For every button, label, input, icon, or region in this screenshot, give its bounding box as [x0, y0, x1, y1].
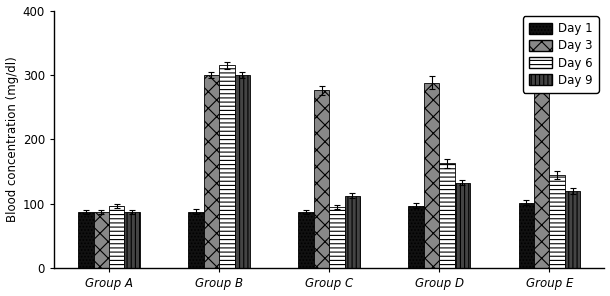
Bar: [345, 196, 360, 268]
Bar: [314, 91, 329, 268]
Bar: [550, 175, 565, 268]
Bar: [534, 67, 550, 268]
Bar: [329, 207, 345, 268]
Bar: [409, 206, 424, 268]
Bar: [518, 203, 534, 268]
Bar: [235, 75, 250, 268]
Bar: [439, 163, 454, 268]
Bar: [298, 212, 314, 268]
Bar: [188, 212, 204, 268]
Bar: [424, 83, 439, 268]
Bar: [454, 183, 470, 268]
Bar: [93, 212, 109, 268]
Bar: [78, 212, 93, 268]
Bar: [565, 191, 580, 268]
Bar: [219, 65, 235, 268]
Y-axis label: Blood concentration (mg/dl): Blood concentration (mg/dl): [5, 57, 18, 222]
Bar: [204, 75, 219, 268]
Legend: Day 1, Day 3, Day 6, Day 9: Day 1, Day 3, Day 6, Day 9: [523, 17, 598, 93]
Bar: [109, 206, 124, 268]
Bar: [124, 212, 140, 268]
